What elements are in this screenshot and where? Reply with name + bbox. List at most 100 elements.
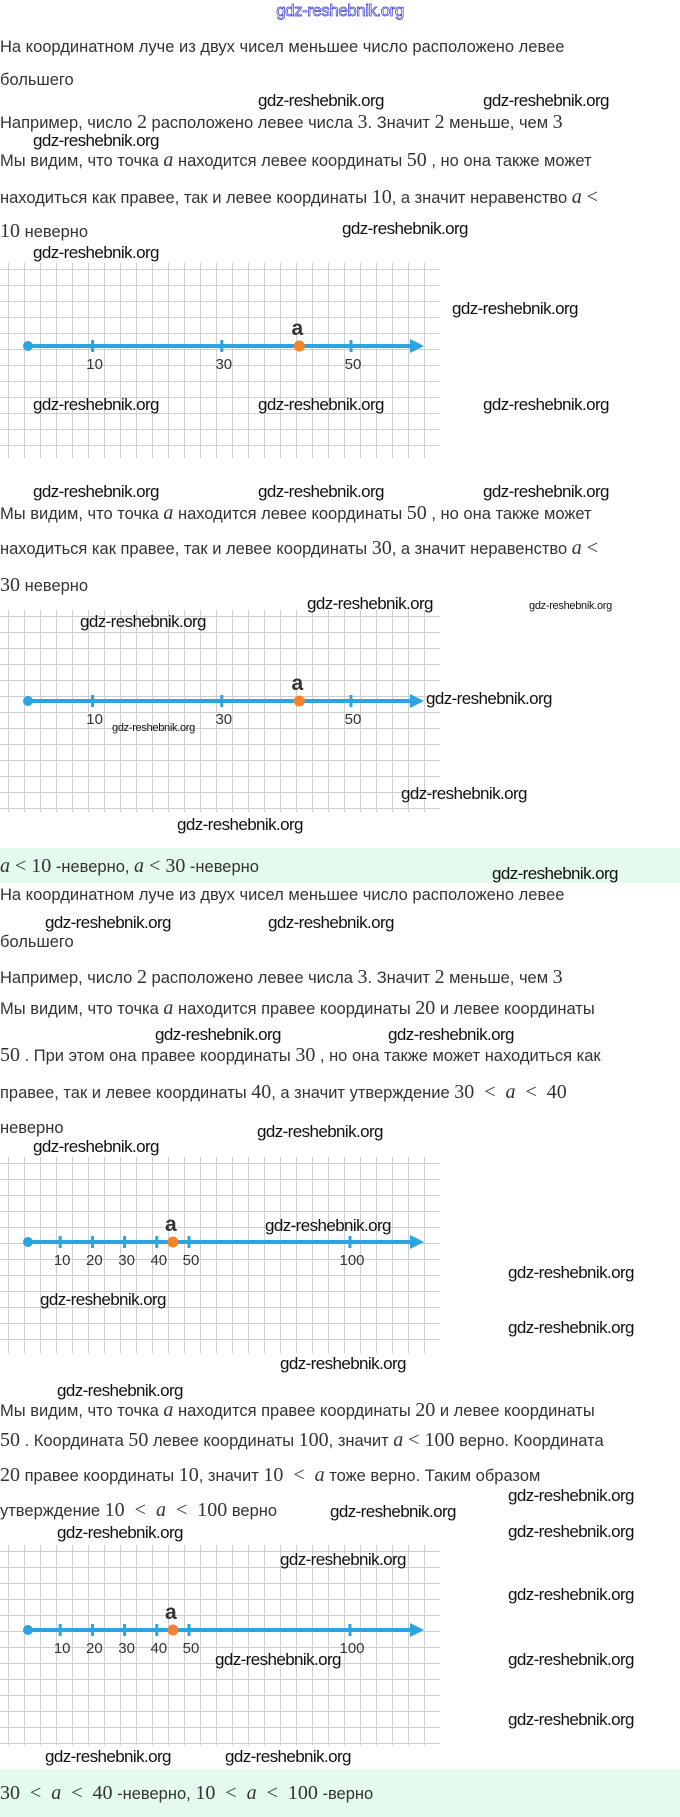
tick-label: 30 (118, 1640, 135, 1657)
grid-paper (0, 1157, 440, 1353)
tick-label: 10 (54, 1640, 71, 1657)
text-segment: большего (0, 933, 74, 951)
answer-text: a < 10 -неверно, a < 30 -неверно (0, 855, 259, 877)
math-expression: 10 < a < 100 (195, 1782, 318, 1804)
tick-mark (220, 695, 224, 707)
math-expression: 30 (295, 1044, 316, 1066)
watermark: gdz-reshebnik.org (426, 689, 552, 708)
text-line: Мы видим, что точка a находится правее к… (0, 1399, 595, 1421)
header-watermark: gdz-reshebnik.org (276, 1, 405, 21)
watermark: gdz-reshebnik.org (265, 1216, 391, 1235)
origin-point (23, 696, 33, 706)
grid-paper (0, 263, 440, 458)
tick-label: 30 (215, 356, 232, 373)
tick-mark (90, 1624, 94, 1636)
watermark: gdz-reshebnik.org (57, 1381, 183, 1400)
text-line: неверно (0, 1117, 64, 1139)
tick-mark (220, 340, 224, 352)
text-segment: -неверно (185, 857, 259, 876)
tick-label: 20 (86, 1640, 103, 1657)
tick-label: 50 (183, 1640, 200, 1657)
watermark: gdz-reshebnik.org (155, 1025, 281, 1044)
text-segment: верно. Координата (454, 1432, 604, 1450)
tick-label: 30 (215, 711, 232, 728)
grid-paper (0, 610, 440, 812)
watermark: gdz-reshebnik.org (388, 1025, 514, 1044)
watermark: gdz-reshebnik.org (80, 612, 206, 631)
arrow-head-icon (410, 1623, 424, 1637)
watermark: gdz-reshebnik.org (483, 395, 609, 414)
arrow-head-icon (410, 694, 424, 708)
text-segment: , а значит утверждение (271, 1084, 455, 1102)
math-expression: 50 (0, 1044, 20, 1066)
watermark: gdz-reshebnik.org (258, 395, 384, 414)
math-expression: 10 (371, 186, 392, 208)
tick-mark (349, 695, 353, 707)
text-segment: . Значит (367, 969, 435, 987)
tick-label: 10 (54, 1252, 71, 1269)
math-expression: a (163, 149, 174, 171)
watermark: gdz-reshebnik.org (492, 864, 618, 883)
math-expression: 2 (136, 111, 147, 133)
watermark: gdz-reshebnik.org (57, 1523, 183, 1542)
text-segment: Мы видим, что точка (0, 152, 164, 170)
text-segment: меньше, чем (444, 114, 553, 132)
point-label: a (165, 1601, 177, 1624)
number-line: 10 30 50 a (23, 317, 424, 373)
watermark: gdz-reshebnik.org (225, 1747, 351, 1766)
text-segment: -верно (317, 1785, 374, 1803)
text-segment: , но она также может (426, 152, 592, 170)
watermark: gdz-reshebnik.org (483, 91, 609, 110)
math-expression: a (163, 502, 174, 524)
point-label: a (291, 317, 303, 340)
number-line: 10 20 30 40 50 100 a (23, 1601, 424, 1657)
text-segment: правее координаты (20, 1467, 179, 1485)
origin-point (23, 341, 33, 351)
text-line: На координатном луче из двух чисел меньш… (0, 884, 564, 906)
text-line: На координатном луче из двух чисел меньш… (0, 36, 564, 58)
math-expression: 50 (0, 1429, 20, 1451)
text-segment: , но она также может находиться как (315, 1047, 601, 1065)
arrow-head-icon (410, 339, 424, 353)
watermark: gdz-reshebnik.org (40, 1290, 166, 1309)
text-segment: правее, так и левее координаты (0, 1084, 252, 1102)
watermark: gdz-reshebnik.org (508, 1710, 634, 1729)
math-expression: 30 (371, 537, 392, 559)
watermark: gdz-reshebnik.org (33, 1137, 159, 1156)
math-expression: 2 (434, 111, 445, 133)
math-expression: a < 30 (134, 854, 186, 877)
watermark: gdz-reshebnik.org (307, 594, 433, 613)
tick-label: 50 (183, 1252, 200, 1269)
math-expression: 40 (251, 1081, 272, 1103)
watermark: gdz-reshebnik.org (529, 600, 612, 612)
math-expression: 20 (415, 1399, 436, 1421)
text-segment: , а значит неравенство (391, 540, 572, 558)
text-segment: большего (0, 71, 74, 89)
text-line: 50 . Координата 50 левее координаты 100,… (0, 1429, 604, 1451)
text-segment: расположено левее числа (146, 969, 358, 987)
text-segment: . Значит (367, 114, 435, 132)
text-segment: неверно (20, 577, 89, 595)
text-segment: левее координаты (148, 1432, 299, 1450)
watermark: gdz-reshebnik.org (508, 1522, 634, 1541)
math-expression: 50 (128, 1429, 149, 1451)
text-segment: тоже верно. Таким образом (324, 1467, 541, 1485)
text-segment: , значит (328, 1432, 394, 1450)
tick-label: 50 (345, 356, 362, 373)
text-segment: Мы видим, что точка (0, 505, 164, 523)
tick-mark (91, 340, 95, 352)
text-segment: находиться как правее, так и левее коорд… (0, 540, 372, 558)
tick-mark (58, 1236, 62, 1248)
number-line: 10 20 30 40 50 100 a (23, 1213, 424, 1269)
text-segment: , но она также может (426, 505, 592, 523)
watermark: gdz-reshebnik.org (257, 1122, 383, 1141)
answer-box: a < 10 -неверно, a < 30 -неверно (0, 848, 680, 883)
math-expression: 10 (178, 1464, 199, 1486)
answer-box: 30 < a < 40 -неверно, 10 < a < 100 -верн… (0, 1769, 680, 1817)
text-segment: находится правее координаты (173, 1402, 416, 1420)
text-line: находиться как правее, так и левее коорд… (0, 537, 598, 559)
math-expression: a < 100 (393, 1429, 455, 1451)
tick-label: 20 (86, 1252, 103, 1269)
math-expression: a < (571, 186, 599, 208)
tick-label: 40 (150, 1640, 167, 1657)
